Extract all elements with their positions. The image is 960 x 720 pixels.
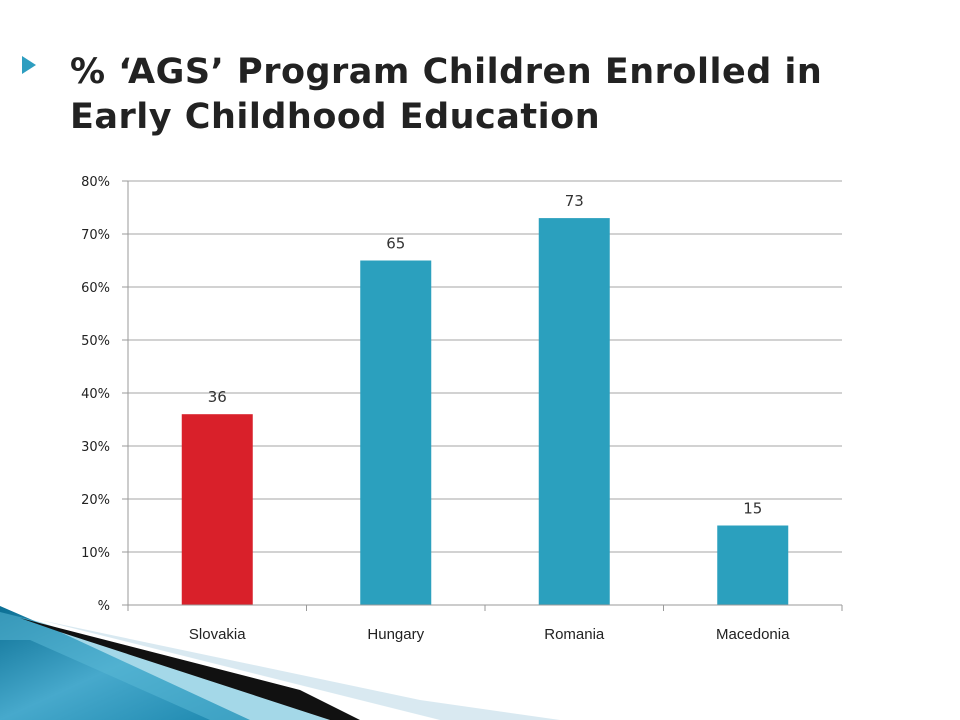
bar-romania [538,218,610,605]
bar-hungary [360,260,432,605]
bar-macedonia [717,525,789,605]
title-bullet-icon [22,56,36,74]
chart-data-labels: 36 65 73 15 [208,192,763,517]
y-tick-label: 80% [81,175,110,190]
data-label: 15 [743,500,762,518]
y-tick-label: 30% [81,440,110,455]
x-category-label: Macedonia [716,626,790,643]
y-tick-label: 70% [81,228,110,243]
y-tick-label: % [98,599,110,614]
slide-title: % ‘AGS’ Program Children Enrolled in Ear… [70,52,823,137]
y-tick-label: 60% [81,281,110,296]
y-tick-label: 40% [81,387,110,402]
data-label: 73 [565,192,584,210]
data-label: 65 [386,235,405,253]
x-category-label: Slovakia [189,626,246,643]
y-tick-label: 50% [81,334,110,349]
y-tick-label: 10% [81,546,110,561]
chart-bars [181,218,789,605]
y-axis-tick-labels: % 10% 20% 30% 40% 50% 60% 70% 80% [81,175,128,614]
y-tick-label: 20% [81,493,110,508]
x-axis-category-labels: Slovakia Hungary Romania Macedonia [189,626,790,643]
x-category-label: Hungary [367,626,424,643]
chart-axes [127,181,843,611]
x-category-label: Romania [544,626,605,643]
bar-slovakia [181,414,253,605]
data-label: 36 [208,388,227,406]
